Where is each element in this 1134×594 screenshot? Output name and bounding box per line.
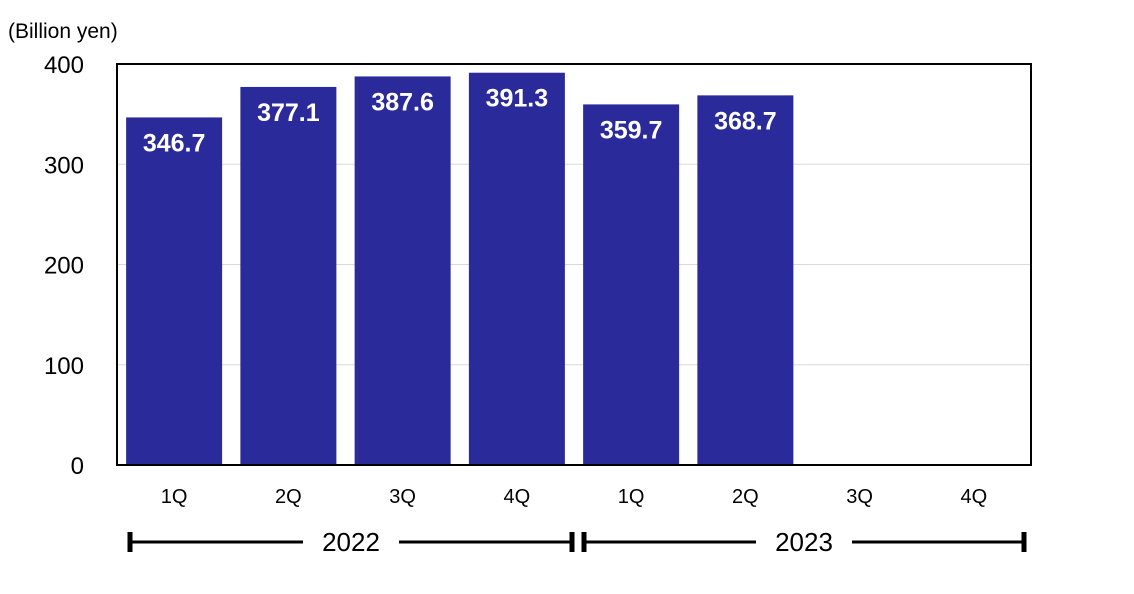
x-category-label: 2Q bbox=[732, 486, 759, 508]
bars: 346.7 377.1 387.6 391.3 359.7 368.7 bbox=[126, 72, 794, 466]
plot-frame bbox=[116, 63, 1032, 466]
y-tick-label: 200 bbox=[44, 253, 84, 280]
year-group-label: 2022 bbox=[322, 527, 380, 557]
bar-value-label: 359.7 bbox=[600, 116, 663, 144]
y-axis-unit-label: (Billion yen) bbox=[8, 20, 118, 43]
x-axis-categories: 1Q 2Q 3Q 4Q 1Q 2Q 3Q 4Q bbox=[161, 486, 987, 508]
bar bbox=[583, 104, 680, 465]
x-category-label: 3Q bbox=[846, 486, 873, 508]
bar-value-label: 377.1 bbox=[257, 99, 320, 127]
bar-value-label: 387.6 bbox=[371, 88, 434, 116]
bar-value-label: 391.3 bbox=[486, 85, 549, 113]
year-groups: 2022 2023 bbox=[127, 527, 1027, 557]
bar-value-label: 346.7 bbox=[143, 129, 206, 157]
bar bbox=[354, 76, 451, 465]
bar bbox=[240, 86, 337, 466]
year-group-label: 2023 bbox=[775, 527, 833, 557]
bar bbox=[468, 72, 565, 466]
x-category-label: 4Q bbox=[961, 486, 988, 508]
x-category-label: 1Q bbox=[161, 486, 188, 508]
bar-value-label: 368.7 bbox=[714, 107, 777, 135]
y-tick-label: 100 bbox=[44, 353, 84, 380]
y-tick-label: 300 bbox=[44, 152, 84, 179]
y-axis-ticks: 0 100 200 300 400 bbox=[44, 52, 84, 480]
bar bbox=[697, 95, 794, 466]
y-tick-label: 0 bbox=[71, 453, 84, 480]
bar bbox=[126, 117, 223, 465]
x-category-label: 4Q bbox=[504, 486, 531, 508]
x-category-label: 2Q bbox=[275, 486, 302, 508]
x-category-label: 1Q bbox=[618, 486, 645, 508]
x-category-label: 3Q bbox=[389, 486, 416, 508]
y-tick-label: 400 bbox=[44, 52, 84, 79]
